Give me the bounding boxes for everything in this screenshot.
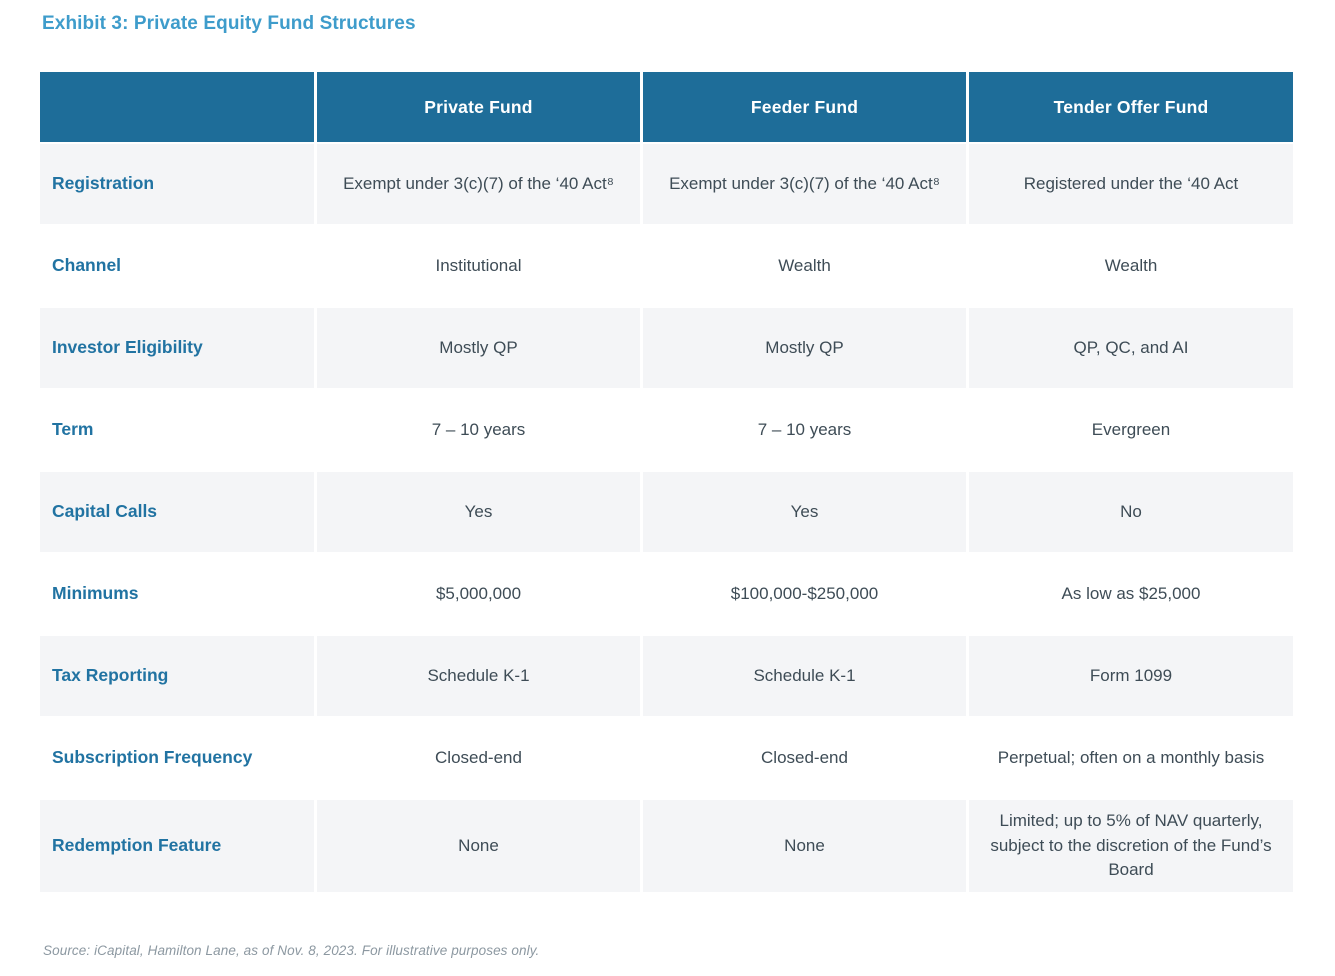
header-row: Private Fund Feeder Fund Tender Offer Fu…	[40, 72, 1293, 142]
fund-structures-table: Private Fund Feeder Fund Tender Offer Fu…	[40, 72, 1293, 892]
cell-value: 7 – 10 years	[317, 388, 643, 470]
cell-value: Yes	[643, 470, 969, 552]
cell-value: Wealth	[643, 224, 969, 306]
table-row-redemption-feature: Redemption Feature None None Limited; up…	[40, 798, 1293, 892]
cell-value: Institutional	[317, 224, 643, 306]
page-title: Exhibit 3: Private Equity Fund Structure…	[42, 13, 416, 34]
cell-value: Perpetual; often on a monthly basis	[969, 716, 1293, 798]
row-label: Tax Reporting	[40, 634, 317, 716]
row-label: Subscription Frequency	[40, 716, 317, 798]
table-row-channel: Channel Institutional Wealth Wealth	[40, 224, 1293, 306]
row-label: Term	[40, 388, 317, 470]
cell-value: No	[969, 470, 1293, 552]
cell-value: 7 – 10 years	[643, 388, 969, 470]
table-row-investor-eligibility: Investor Eligibility Mostly QP Mostly QP…	[40, 306, 1293, 388]
header-cell-tender-offer-fund: Tender Offer Fund	[969, 72, 1293, 142]
row-label: Capital Calls	[40, 470, 317, 552]
table-row-registration: Registration Exempt under 3(c)(7) of the…	[40, 142, 1293, 224]
cell-value: $100,000-$250,000	[643, 552, 969, 634]
cell-value: Form 1099	[969, 634, 1293, 716]
cell-value: Schedule K-1	[643, 634, 969, 716]
cell-value: Closed-end	[317, 716, 643, 798]
cell-value: Wealth	[969, 224, 1293, 306]
cell-value: Evergreen	[969, 388, 1293, 470]
cell-value: None	[643, 798, 969, 892]
row-label: Minimums	[40, 552, 317, 634]
cell-value: Yes	[317, 470, 643, 552]
header-cell-blank	[40, 72, 317, 142]
table-row-capital-calls: Capital Calls Yes Yes No	[40, 470, 1293, 552]
cell-value: As low as $25,000	[969, 552, 1293, 634]
header-cell-private-fund: Private Fund	[317, 72, 643, 142]
cell-value: QP, QC, and AI	[969, 306, 1293, 388]
cell-value: $5,000,000	[317, 552, 643, 634]
row-label: Channel	[40, 224, 317, 306]
table-row-term: Term 7 – 10 years 7 – 10 years Evergreen	[40, 388, 1293, 470]
cell-value: Exempt under 3(c)(7) of the ‘40 Act⁸	[317, 142, 643, 224]
row-label: Redemption Feature	[40, 798, 317, 892]
cell-value: Exempt under 3(c)(7) of the ‘40 Act⁸	[643, 142, 969, 224]
table-row-tax-reporting: Tax Reporting Schedule K-1 Schedule K-1 …	[40, 634, 1293, 716]
cell-value: Closed-end	[643, 716, 969, 798]
table-row-minimums: Minimums $5,000,000 $100,000-$250,000 As…	[40, 552, 1293, 634]
header-cell-feeder-fund: Feeder Fund	[643, 72, 969, 142]
cell-value: Registered under the ‘40 Act	[969, 142, 1293, 224]
cell-value: Mostly QP	[317, 306, 643, 388]
source-note: Source: iCapital, Hamilton Lane, as of N…	[43, 943, 540, 958]
cell-value: Limited; up to 5% of NAV quarterly, subj…	[969, 798, 1293, 892]
cell-value: Mostly QP	[643, 306, 969, 388]
table-header: Private Fund Feeder Fund Tender Offer Fu…	[40, 72, 1293, 142]
cell-value: Schedule K-1	[317, 634, 643, 716]
table-body: Registration Exempt under 3(c)(7) of the…	[40, 142, 1293, 892]
table-row-subscription-frequency: Subscription Frequency Closed-end Closed…	[40, 716, 1293, 798]
cell-value: None	[317, 798, 643, 892]
row-label: Registration	[40, 142, 317, 224]
row-label: Investor Eligibility	[40, 306, 317, 388]
